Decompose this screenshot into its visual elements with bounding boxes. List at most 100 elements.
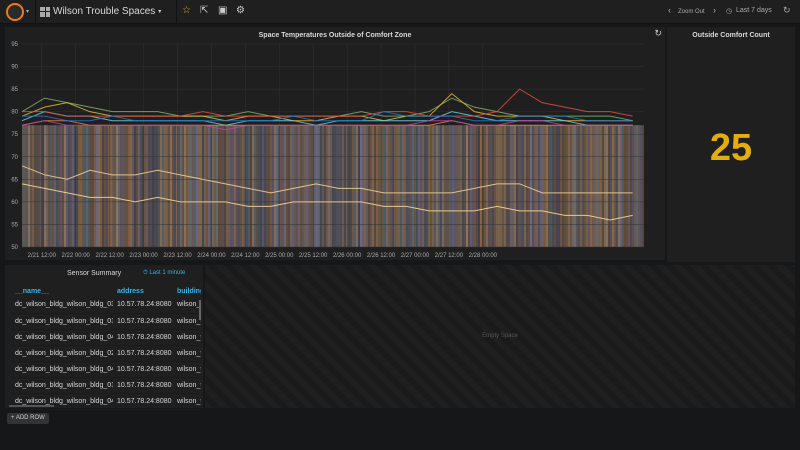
fill-band	[168, 125, 170, 247]
fill-band	[72, 125, 74, 247]
fill-band	[446, 125, 448, 247]
fill-band	[468, 125, 470, 247]
table-row[interactable]: dc_wilson_bldg_wilson_bldg_04 10.57.78.24…	[11, 329, 201, 346]
column-header[interactable]: building	[177, 287, 201, 295]
fill-band	[308, 125, 310, 247]
fill-band	[416, 125, 418, 247]
time-range-picker[interactable]: Last 7 days	[736, 7, 772, 14]
fill-band	[390, 125, 392, 247]
table-row[interactable]: dc_wilson_bldg_wilson_bldg_02 10.57.78.24…	[11, 345, 201, 362]
fill-band	[614, 125, 616, 247]
y-tick-label: 55	[11, 222, 18, 228]
chevron-down-icon[interactable]: ▾	[26, 9, 30, 15]
stat-panel-title[interactable]: Outside Comfort Count	[692, 32, 770, 39]
graph-panel-title[interactable]: Space Temperatures Outside of Comfort Zo…	[258, 32, 412, 39]
fill-band	[488, 125, 490, 247]
fill-band	[562, 125, 564, 247]
column-header[interactable]: address	[117, 287, 144, 295]
add-row-button[interactable]: + ADD ROW	[7, 413, 49, 424]
fill-band	[62, 125, 64, 247]
fill-band	[348, 125, 350, 247]
table-panel-title[interactable]: Sensor Summary	[67, 270, 122, 277]
gear-icon[interactable]: ⚙	[236, 5, 245, 16]
fill-band	[620, 125, 622, 247]
column-header[interactable]: __name__	[15, 287, 49, 295]
fill-band	[516, 125, 518, 247]
fill-band	[572, 125, 574, 247]
x-tick-label: 2/27 00:00	[401, 253, 430, 259]
x-tick-label: 2/23 00:00	[129, 253, 158, 259]
fill-band	[510, 125, 512, 247]
fill-band	[532, 125, 534, 247]
series-line-s6	[22, 111, 633, 122]
star-icon[interactable]: ☆	[182, 5, 191, 16]
fill-band	[150, 125, 152, 247]
fill-band	[184, 125, 186, 247]
fill-band	[120, 125, 122, 247]
fill-band	[458, 125, 460, 247]
chevron-left-icon[interactable]: ‹	[668, 5, 671, 15]
fill-band	[332, 125, 334, 247]
chevron-right-icon[interactable]: ›	[713, 5, 716, 15]
fill-band	[556, 125, 558, 247]
fill-band	[504, 125, 506, 247]
y-tick-label: 80	[11, 110, 18, 116]
save-icon[interactable]: ▣	[218, 5, 228, 16]
fill-band	[190, 125, 192, 247]
fill-band	[384, 125, 386, 247]
table-cell: 10.57.78.24:8080	[113, 393, 173, 410]
fill-band	[466, 125, 468, 247]
fill-band	[134, 125, 136, 247]
fill-band	[220, 125, 222, 247]
fill-band	[506, 125, 508, 247]
fill-band	[430, 125, 432, 247]
fill-band	[48, 125, 50, 247]
fill-band	[298, 125, 300, 247]
table-row[interactable]: dc_wilson_bldg_wilson_bldg_01 10.57.78.24…	[11, 313, 201, 330]
fill-band	[262, 125, 264, 247]
y-tick-label: 60	[11, 200, 18, 206]
fill-band	[218, 125, 220, 247]
fill-band	[160, 125, 162, 247]
table-row[interactable]: dc_wilson_bldg_wilson_bldg_01 10.57.78.24…	[11, 377, 201, 394]
table-cell: dc_wilson_bldg_wilson_bldg_01	[11, 377, 113, 394]
fill-band	[40, 125, 42, 247]
table-cell: 10.57.78.24:8080	[113, 377, 173, 394]
fill-band	[454, 125, 456, 247]
dashboard-picker[interactable]: Wilson Trouble Spaces ▾	[40, 6, 161, 17]
fill-band	[292, 125, 294, 247]
grafana-logo-icon[interactable]	[6, 3, 24, 21]
fill-band	[512, 125, 514, 247]
fill-band	[38, 125, 40, 247]
fill-band	[360, 125, 362, 247]
fill-band	[460, 125, 462, 247]
horizontal-scrollbar[interactable]	[9, 405, 54, 407]
fill-band	[138, 125, 140, 247]
fill-band	[476, 125, 478, 247]
fill-band	[494, 125, 496, 247]
fill-band	[244, 125, 246, 247]
refresh-icon[interactable]: ↻	[654, 28, 662, 38]
zoom-out-button[interactable]: Zoom Out	[678, 9, 705, 15]
fill-band	[22, 125, 24, 247]
fill-band	[114, 125, 116, 247]
fill-band	[616, 125, 618, 247]
fill-band	[314, 125, 316, 247]
fill-band	[628, 125, 630, 247]
share-icon[interactable]: ⇱	[200, 5, 209, 16]
fill-band	[250, 125, 252, 247]
table-row[interactable]: dc_wilson_bldg_wilson_bldg_04 10.57.78.24…	[11, 393, 201, 410]
table-cell: wilson_t	[173, 329, 201, 346]
fill-band	[366, 125, 368, 247]
x-tick-label: 2/27 12:00	[435, 253, 464, 259]
fill-band	[372, 125, 374, 247]
fill-band	[144, 125, 146, 247]
refresh-icon[interactable]: ↻	[783, 5, 791, 15]
table-row[interactable]: dc_wilson_bldg_wilson_bldg_04 10.57.78.24…	[11, 361, 201, 378]
temperature-chart[interactable]: 50 55 60 65 70 75 80 85 90 95 2/21 12:00 2/22 00:00…	[0, 27, 665, 260]
fill-band	[162, 125, 164, 247]
vertical-scrollbar[interactable]	[199, 300, 201, 320]
x-tick-label: 2/28 00:00	[469, 253, 498, 259]
table-row[interactable]: dc_wilson_bldg_wilson_bldg_03 10.57.78.24…	[11, 297, 201, 314]
fill-band	[116, 125, 118, 247]
